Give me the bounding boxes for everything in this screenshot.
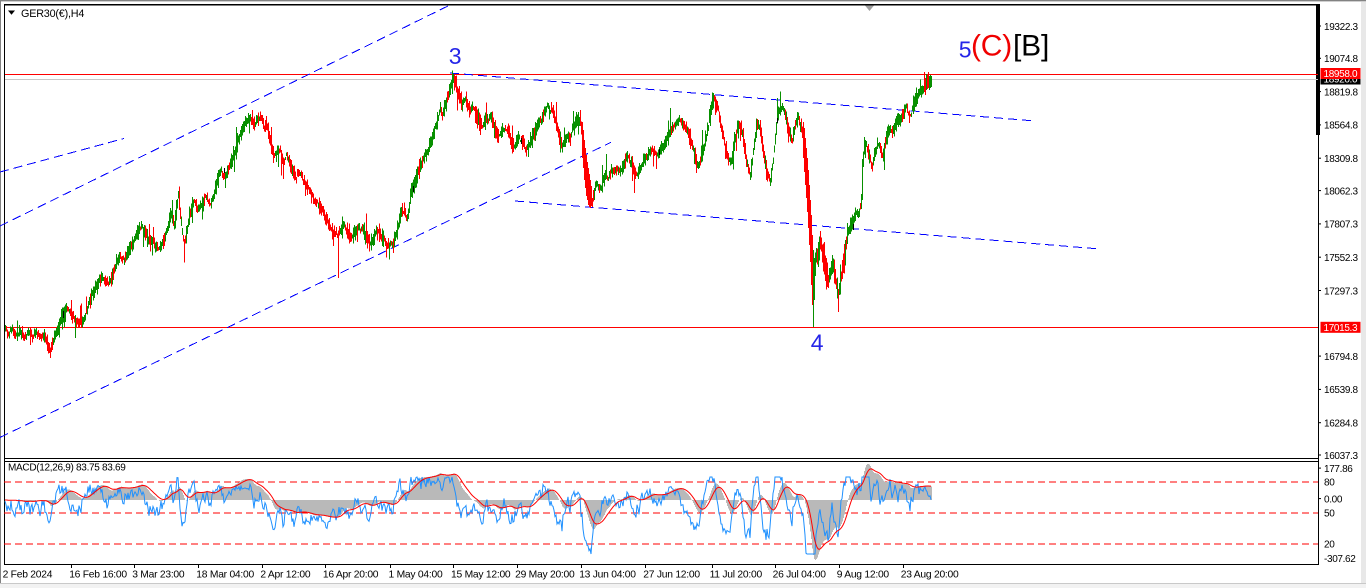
svg-text:18309.8: 18309.8 xyxy=(1324,154,1358,165)
svg-text:5: 5 xyxy=(959,37,972,63)
svg-text:16284.8: 16284.8 xyxy=(1324,418,1358,429)
svg-text:18920.0: 18920.0 xyxy=(1324,74,1358,85)
svg-text:2 Feb 2024: 2 Feb 2024 xyxy=(3,569,53,580)
svg-text:2 Apr 12:00: 2 Apr 12:00 xyxy=(260,569,310,580)
svg-text:-307.62: -307.62 xyxy=(1324,554,1356,565)
svg-text:3: 3 xyxy=(449,43,462,69)
svg-text:17807.3: 17807.3 xyxy=(1324,220,1358,231)
svg-text:18958.0: 18958.0 xyxy=(1324,69,1358,80)
svg-text:50: 50 xyxy=(1324,509,1335,520)
svg-text:19322.3: 19322.3 xyxy=(1324,22,1358,33)
svg-text:17552.3: 17552.3 xyxy=(1324,253,1358,264)
svg-text:18 Mar 04:00: 18 Mar 04:00 xyxy=(196,569,254,580)
svg-text:23 Aug 20:00: 23 Aug 20:00 xyxy=(901,569,959,580)
svg-text:3 Mar 23:00: 3 Mar 23:00 xyxy=(132,569,185,580)
svg-text:16794.8: 16794.8 xyxy=(1324,352,1358,363)
svg-text:18062.3: 18062.3 xyxy=(1324,186,1358,197)
svg-text:177.86: 177.86 xyxy=(1324,464,1353,475)
svg-text:16 Apr 20:00: 16 Apr 20:00 xyxy=(323,569,379,580)
svg-text:20: 20 xyxy=(1324,540,1335,551)
svg-text:0.00: 0.00 xyxy=(1324,494,1343,505)
svg-text:11 Jul 20:00: 11 Jul 20:00 xyxy=(710,569,763,580)
svg-text:15 May 12:00: 15 May 12:00 xyxy=(451,569,511,580)
svg-text:26 Jul 04:00: 26 Jul 04:00 xyxy=(773,569,827,580)
svg-text:MACD(12,26,9) 83.75 83.69: MACD(12,26,9) 83.75 83.69 xyxy=(8,463,126,474)
svg-text:17015.3: 17015.3 xyxy=(1324,323,1358,334)
svg-text:19074.8: 19074.8 xyxy=(1324,54,1358,65)
svg-text:16539.8: 16539.8 xyxy=(1324,385,1358,396)
svg-text:GER30(€),H4: GER30(€),H4 xyxy=(21,8,84,20)
svg-text:18819.8: 18819.8 xyxy=(1324,87,1358,98)
svg-text:[B]: [B] xyxy=(1013,30,1049,63)
svg-text:18564.8: 18564.8 xyxy=(1324,121,1358,132)
svg-text:80: 80 xyxy=(1324,478,1335,489)
svg-text:16037.3: 16037.3 xyxy=(1324,451,1358,462)
svg-text:16 Feb 16:00: 16 Feb 16:00 xyxy=(69,569,127,580)
svg-text:27 Jun 12:00: 27 Jun 12:00 xyxy=(643,569,700,580)
svg-text:4: 4 xyxy=(811,330,824,356)
svg-text:17297.3: 17297.3 xyxy=(1324,286,1358,297)
svg-text:(C): (C) xyxy=(971,30,1012,63)
svg-text:29 May 20:00: 29 May 20:00 xyxy=(515,569,575,580)
svg-text:13 Jun 04:00: 13 Jun 04:00 xyxy=(579,569,636,580)
svg-text:1 May 04:00: 1 May 04:00 xyxy=(389,569,443,580)
svg-text:9 Aug 12:00: 9 Aug 12:00 xyxy=(837,569,890,580)
